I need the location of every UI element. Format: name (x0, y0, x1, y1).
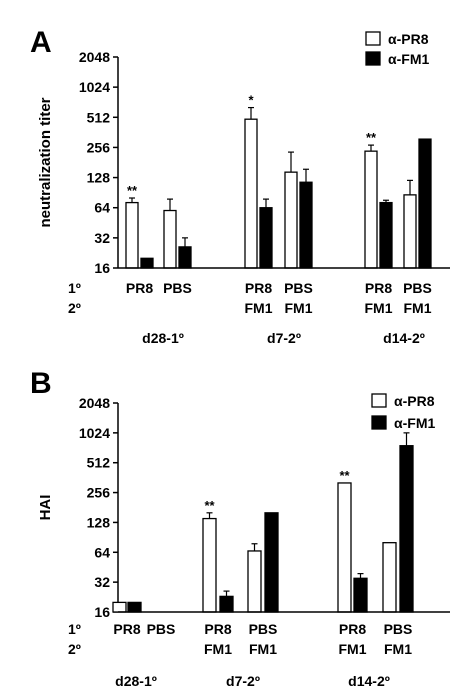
significance-marker: ** (339, 468, 350, 483)
bar-alpha-fm1 (219, 595, 234, 613)
bar-alpha-fm1 (140, 257, 154, 269)
y-tick-label: 512 (87, 455, 111, 471)
bar-alpha-pr8 (125, 201, 139, 269)
y-tick-label: 64 (94, 544, 110, 560)
bar-alpha-pr8 (247, 550, 262, 613)
bar-alpha-pr8 (364, 150, 378, 269)
legend-swatch (371, 393, 387, 408)
bar-alpha-fm1 (379, 201, 393, 269)
category-label-primary: PBS (284, 280, 313, 296)
significance-marker: ** (127, 183, 138, 198)
bar-alpha-pr8 (112, 601, 127, 613)
bar-alpha-pr8 (244, 118, 258, 269)
legend-label: α-FM1 (394, 415, 435, 431)
bar-alpha-pr8 (382, 542, 397, 613)
bar-alpha-pr8 (163, 209, 177, 269)
group-label: d14-2º (348, 673, 390, 689)
significance-marker: ** (204, 498, 215, 513)
y-tick-label: 512 (87, 109, 111, 125)
bar-alpha-fm1 (299, 181, 313, 269)
group-label: d14-2º (383, 330, 425, 346)
row-label-primary: 1º (68, 280, 81, 296)
bar-alpha-fm1 (178, 246, 192, 269)
bar-alpha-pr8 (403, 194, 417, 269)
category-label-primary: PBS (147, 621, 176, 637)
chart-panel-b: B 16 32 64 128 256 512 1024 2048 HAI PR8 PBS d28-1º *… (30, 367, 450, 689)
bar-alpha-fm1 (264, 512, 279, 613)
legend-label: α-FM1 (388, 51, 429, 67)
category-label-secondary: FM1 (339, 641, 367, 657)
y-tick-label: 256 (87, 485, 111, 501)
bar-alpha-pr8 (284, 171, 298, 269)
legend-label: α-PR8 (394, 393, 435, 409)
category-label-secondary: FM1 (249, 641, 277, 657)
category-label-primary: PBS (384, 621, 413, 637)
bar-alpha-pr8 (202, 517, 217, 613)
y-tick-label: 64 (94, 200, 110, 216)
category-label-secondary: FM1 (285, 300, 313, 316)
category-label-primary: PR8 (126, 280, 153, 296)
y-tick-label: 2048 (79, 49, 110, 65)
category-label-primary: PR8 (245, 280, 272, 296)
category-label-primary: PBS (403, 280, 432, 296)
category-label-primary: PBS (249, 621, 278, 637)
group-label: d7-2º (226, 673, 260, 689)
panel-letter: A (30, 26, 52, 59)
category-label-secondary: FM1 (404, 300, 432, 316)
group-label: d28-1º (142, 330, 184, 346)
category-label-secondary: FM1 (204, 641, 232, 657)
bar-alpha-fm1 (127, 601, 142, 613)
legend-swatch (365, 51, 381, 66)
y-axis-label: neutralization titer (37, 97, 54, 227)
y-tick-label: 32 (94, 230, 110, 246)
row-label-secondary: 2º (68, 641, 81, 657)
group-label: d28-1º (115, 673, 157, 689)
y-tick-label: 1024 (79, 425, 110, 441)
y-tick-label: 256 (87, 139, 111, 155)
legend-label: α-PR8 (388, 31, 429, 47)
chart-panel-a: A 16 32 64 128 256 512 1024 2048 neutralization t… (30, 26, 450, 346)
category-label-primary: PR8 (365, 280, 392, 296)
legend-swatch (371, 415, 387, 430)
category-label-primary: PR8 (113, 621, 140, 637)
bar-alpha-fm1 (353, 577, 368, 613)
category-label-secondary: FM1 (365, 300, 393, 316)
y-tick-label: 2048 (79, 395, 110, 411)
bar-alpha-pr8 (337, 482, 352, 613)
category-label-secondary: FM1 (384, 641, 412, 657)
y-tick-label: 128 (87, 170, 111, 186)
y-axis-label: HAI (37, 495, 54, 521)
y-tick-label: 16 (94, 604, 110, 620)
row-label-primary: 1º (68, 621, 81, 637)
category-label-primary: PR8 (339, 621, 366, 637)
row-label-secondary: 2º (68, 300, 81, 316)
category-label-secondary: FM1 (245, 300, 273, 316)
bar-alpha-fm1 (259, 207, 273, 269)
legend-swatch (365, 31, 381, 46)
y-tick-label: 32 (94, 574, 110, 590)
bar-alpha-fm1 (399, 445, 414, 613)
y-tick-label: 16 (94, 260, 110, 276)
category-label-primary: PR8 (204, 621, 231, 637)
bar-alpha-fm1 (418, 138, 432, 269)
y-tick-label: 1024 (79, 79, 110, 95)
group-label: d7-2º (267, 330, 301, 346)
significance-marker: * (248, 93, 254, 108)
category-label-primary: PBS (163, 280, 192, 296)
panel-letter: B (30, 367, 52, 400)
y-tick-label: 128 (87, 514, 111, 530)
significance-marker: ** (366, 130, 377, 145)
